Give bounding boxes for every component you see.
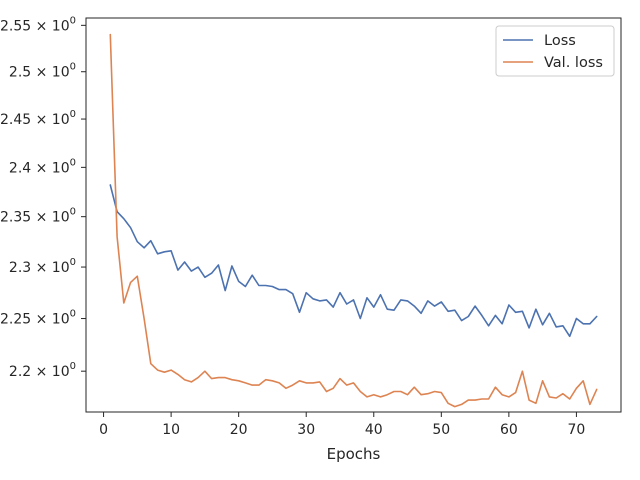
legend-label-loss: Loss — [544, 33, 576, 49]
x-tick-label: 40 — [365, 422, 383, 438]
x-tick-label: 60 — [500, 422, 518, 438]
legend: Loss Val. loss — [495, 25, 615, 77]
legend-box — [495, 25, 615, 77]
x-tick-label: 30 — [297, 422, 315, 438]
y-tick-label: 2.25 × 100 — [0, 309, 76, 328]
x-axis-label: Epochs — [327, 445, 381, 463]
x-tick-label: 10 — [162, 422, 180, 438]
y-tick-label: 2.45 × 100 — [0, 109, 76, 128]
series-line-loss — [109, 184, 598, 338]
y-tick-label: 2.2 × 100 — [9, 361, 76, 380]
legend-label-val-loss: Val. loss — [544, 55, 603, 71]
x-tick-label: 0 — [99, 422, 108, 438]
x-tick-label: 70 — [568, 422, 586, 438]
y-tick-label: 2.35 × 100 — [0, 207, 76, 226]
x-tick-label: 50 — [432, 422, 450, 438]
x-tick-label: 20 — [230, 422, 248, 438]
series-lines — [109, 33, 598, 408]
y-tick-label: 2.5 × 100 — [9, 62, 76, 81]
y-tick-label: 2.4 × 100 — [9, 157, 76, 176]
series-line-val-loss — [109, 33, 598, 408]
plot-frame — [85, 17, 622, 413]
plot-area — [85, 17, 622, 413]
y-tick-label: 2.3 × 100 — [9, 257, 76, 276]
axis-ticks: 0 10 20 30 40 50 60 70 2.2 × 100 2.25 × 100 2.3 × … — [0, 15, 585, 438]
y-tick-label: 2.55 × 100 — [0, 15, 76, 34]
